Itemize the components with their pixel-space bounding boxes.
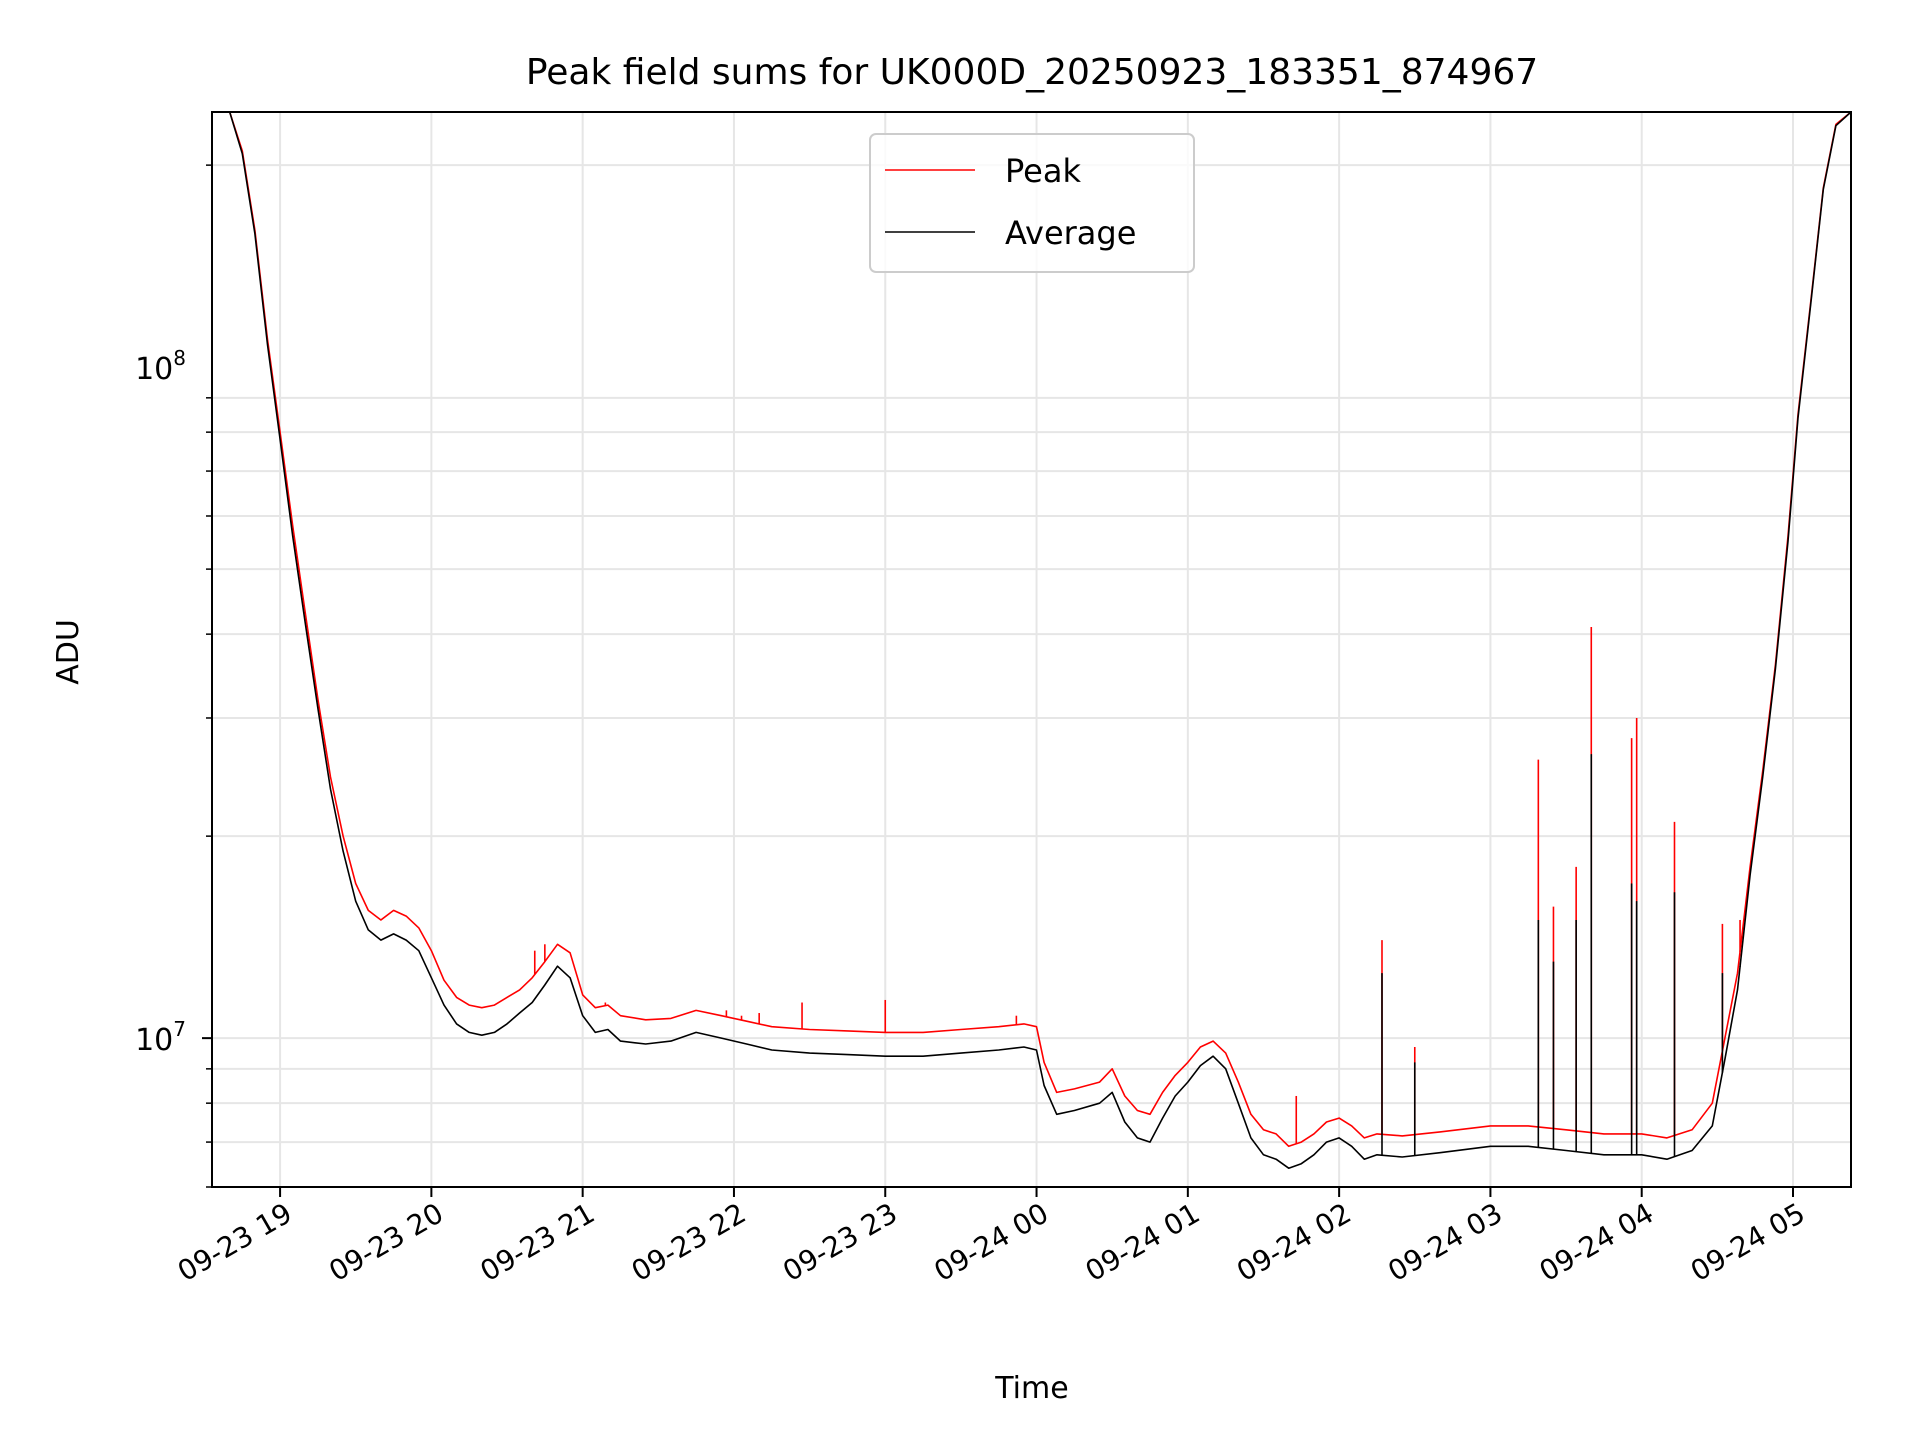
grid	[212, 112, 1851, 1188]
y-tick-label: 107	[135, 1017, 186, 1058]
y-tick-label-exponent: 8	[173, 346, 186, 370]
legend-box	[869, 133, 1195, 273]
y-tick-label-exponent: 7	[173, 1017, 186, 1041]
legend-label-peak: Peak	[1005, 152, 1081, 190]
series-line-average	[212, 111, 1852, 1169]
y-tick-label-base: 10	[135, 1023, 173, 1058]
plot-frame	[211, 111, 1852, 1188]
y-tick-label-base: 10	[135, 352, 173, 387]
y-tick-label: 108	[135, 346, 186, 387]
legend: Peak Average	[869, 133, 1195, 273]
series-group	[212, 111, 1852, 1169]
x-axis-label: Time	[994, 1371, 1068, 1406]
series-line-peak	[212, 111, 1852, 1148]
legend-label-average: Average	[1005, 214, 1136, 252]
y-axis-label: ADU	[51, 619, 86, 685]
chart-title: Peak field sums for UK000D_20250923_1833…	[526, 52, 1538, 93]
